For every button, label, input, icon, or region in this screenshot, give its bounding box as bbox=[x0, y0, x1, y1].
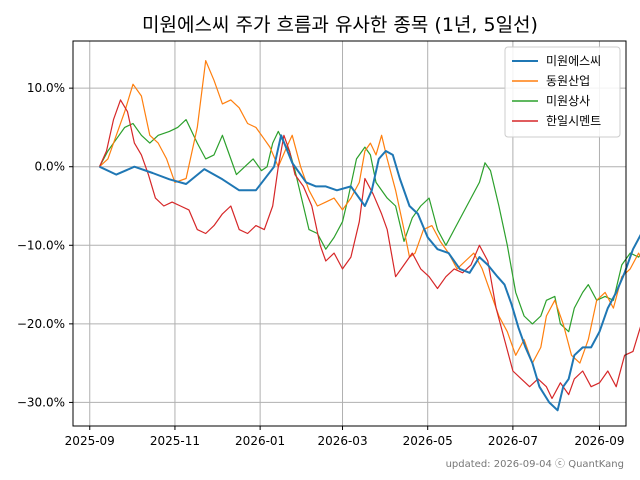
legend-label: 한일시멘트 bbox=[546, 114, 601, 128]
y-tick-label: −30.0% bbox=[17, 395, 65, 409]
x-tick-label: 2026-07 bbox=[488, 434, 538, 448]
x-tick-label: 2026-05 bbox=[403, 434, 453, 448]
series-line-1 bbox=[99, 60, 640, 364]
series-layer bbox=[98, 60, 640, 412]
legend-box bbox=[504, 46, 621, 138]
y-tick-label: −10.0% bbox=[17, 238, 65, 252]
x-tick-label: 2026-03 bbox=[317, 434, 367, 448]
chart-title: 미원에스씨 주가 흐름과 유사한 종목 (1년, 5일선) bbox=[142, 14, 538, 36]
plot-frame bbox=[72, 40, 627, 427]
y-tick-label: 10.0% bbox=[27, 81, 65, 95]
series-line-2 bbox=[98, 119, 640, 333]
y-axis: 10.0% 0.0% −10.0% −20.0% −30.0% bbox=[17, 81, 73, 409]
legend-label: 동원산업 bbox=[546, 74, 590, 88]
legend-label: 미원상사 bbox=[546, 94, 590, 108]
x-tick-label: 2025-09 bbox=[65, 434, 115, 448]
footer-credit: updated: 2026-09-04 ⓒ QuantKang bbox=[446, 458, 624, 470]
x-tick-label: 2026-09 bbox=[574, 434, 624, 448]
series-line-0 bbox=[99, 134, 640, 412]
y-tick-label: 0.0% bbox=[35, 160, 66, 174]
legend-label: 미원에스씨 bbox=[546, 54, 601, 68]
x-tick-label: 2025-11 bbox=[150, 434, 200, 448]
x-tick-label: 2026-01 bbox=[235, 434, 285, 448]
x-axis: 2025-09 2025-11 2026-01 2026-03 2026-05 2026-… bbox=[65, 426, 625, 448]
series-line-3 bbox=[98, 99, 640, 400]
y-tick-label: −20.0% bbox=[17, 317, 65, 331]
